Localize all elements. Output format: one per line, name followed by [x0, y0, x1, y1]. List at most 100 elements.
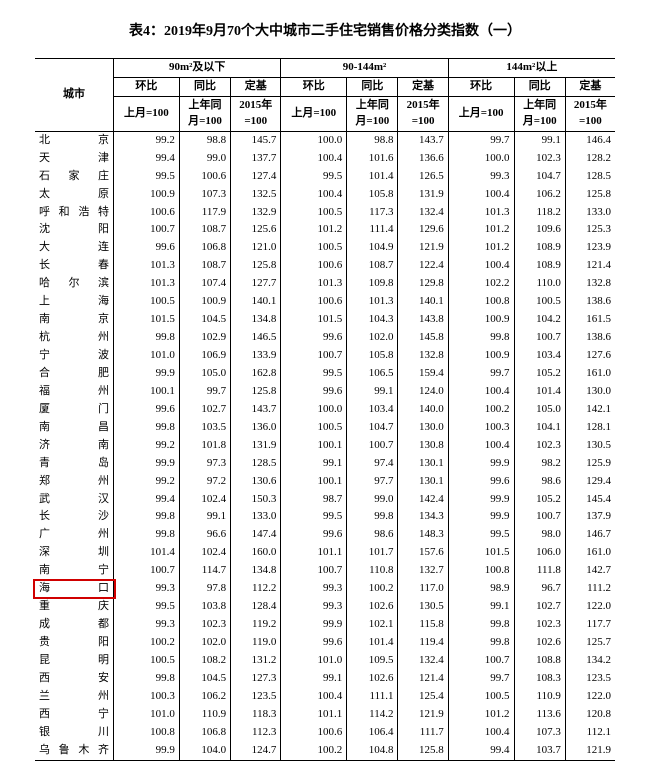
- value-cell: 99.5: [281, 168, 347, 186]
- value-cell: 98.8: [179, 131, 230, 149]
- value-cell: 99.5: [281, 508, 347, 526]
- value-cell: 104.8: [347, 742, 398, 760]
- value-cell: 106.2: [514, 186, 565, 204]
- table-row: 兰 州100.3106.2123.5100.4111.1125.4100.511…: [35, 688, 615, 706]
- value-cell: 101.3: [114, 257, 180, 275]
- value-cell: 99.5: [114, 168, 180, 186]
- value-cell: 100.5: [114, 652, 180, 670]
- value-cell: 96.7: [514, 580, 565, 598]
- value-cell: 100.0: [281, 131, 347, 149]
- value-cell: 99.4: [114, 491, 180, 509]
- hdr-yoy-1: 同比: [347, 77, 398, 96]
- value-cell: 104.2: [514, 311, 565, 329]
- value-cell: 132.4: [398, 204, 448, 222]
- value-cell: 99.3: [448, 168, 514, 186]
- hdr-mom-s-0: 上月=100: [114, 96, 180, 131]
- table-row: 银 川100.8106.8112.3100.6106.4111.7100.410…: [35, 724, 615, 742]
- value-cell: 100.9: [179, 293, 230, 311]
- table-row: 合 肥99.9105.0162.899.5106.5159.499.7105.2…: [35, 365, 615, 383]
- value-cell: 99.4: [114, 150, 180, 168]
- value-cell: 100.0: [281, 401, 347, 419]
- value-cell: 104.9: [347, 239, 398, 257]
- value-cell: 109.5: [347, 652, 398, 670]
- value-cell: 100.6: [281, 293, 347, 311]
- value-cell: 134.8: [231, 562, 281, 580]
- value-cell: 112.2: [231, 580, 281, 598]
- hdr-group-0: 90m²及以下: [114, 59, 281, 78]
- city-name: 南 昌: [35, 419, 114, 437]
- value-cell: 121.4: [565, 257, 615, 275]
- value-cell: 100.2: [114, 634, 180, 652]
- value-cell: 102.3: [514, 437, 565, 455]
- value-cell: 138.6: [565, 329, 615, 347]
- value-cell: 102.3: [514, 150, 565, 168]
- value-cell: 143.7: [398, 131, 448, 149]
- table-row: 广 州99.896.6147.499.698.6148.399.598.0146…: [35, 526, 615, 544]
- value-cell: 112.3: [231, 724, 281, 742]
- value-cell: 119.0: [231, 634, 281, 652]
- value-cell: 115.8: [398, 616, 448, 634]
- value-cell: 128.4: [231, 598, 281, 616]
- value-cell: 101.5: [281, 311, 347, 329]
- value-cell: 146.4: [565, 131, 615, 149]
- value-cell: 99.8: [114, 670, 180, 688]
- value-cell: 136.6: [398, 150, 448, 168]
- value-cell: 107.3: [179, 186, 230, 204]
- value-cell: 99.1: [448, 598, 514, 616]
- value-cell: 100.5: [514, 293, 565, 311]
- city-name: 长 春: [35, 257, 114, 275]
- value-cell: 106.5: [347, 365, 398, 383]
- value-cell: 102.7: [514, 598, 565, 616]
- table-row: 乌鲁木齐99.9104.0124.7100.2104.8125.899.4103…: [35, 742, 615, 760]
- value-cell: 143.7: [231, 401, 281, 419]
- value-cell: 142.4: [398, 491, 448, 509]
- city-name: 石 家 庄: [35, 168, 114, 186]
- value-cell: 161.0: [565, 544, 615, 562]
- value-cell: 111.8: [514, 562, 565, 580]
- value-cell: 101.5: [448, 544, 514, 562]
- value-cell: 162.8: [231, 365, 281, 383]
- value-cell: 125.8: [565, 186, 615, 204]
- city-name: 北 京: [35, 131, 114, 149]
- value-cell: 133.0: [231, 508, 281, 526]
- value-cell: 99.1: [347, 383, 398, 401]
- value-cell: 98.6: [347, 526, 398, 544]
- value-cell: 102.7: [179, 401, 230, 419]
- value-cell: 100.7: [514, 508, 565, 526]
- value-cell: 99.0: [179, 150, 230, 168]
- value-cell: 130.1: [398, 473, 448, 491]
- value-cell: 136.0: [231, 419, 281, 437]
- value-cell: 107.3: [514, 724, 565, 742]
- value-cell: 129.6: [398, 221, 448, 239]
- value-cell: 157.6: [398, 544, 448, 562]
- table-title: 表4：2019年9月70个大中城市二手住宅销售价格分类指数（一）: [35, 20, 615, 40]
- city-name: 杭 州: [35, 329, 114, 347]
- value-cell: 142.7: [565, 562, 615, 580]
- value-cell: 121.9: [398, 706, 448, 724]
- city-name: 海 口: [35, 580, 114, 598]
- city-name: 沈 阳: [35, 221, 114, 239]
- value-cell: 101.4: [347, 168, 398, 186]
- value-cell: 100.5: [114, 293, 180, 311]
- city-name: 乌鲁木齐: [35, 742, 114, 760]
- city-name: 广 州: [35, 526, 114, 544]
- value-cell: 101.8: [179, 437, 230, 455]
- value-cell: 100.4: [448, 724, 514, 742]
- value-cell: 99.6: [281, 526, 347, 544]
- value-cell: 105.2: [514, 365, 565, 383]
- value-cell: 102.0: [347, 329, 398, 347]
- value-cell: 134.2: [565, 652, 615, 670]
- value-cell: 99.9: [114, 365, 180, 383]
- value-cell: 100.7: [281, 562, 347, 580]
- value-cell: 145.8: [398, 329, 448, 347]
- value-cell: 137.9: [565, 508, 615, 526]
- value-cell: 129.8: [398, 275, 448, 293]
- value-cell: 98.9: [448, 580, 514, 598]
- value-cell: 101.4: [514, 383, 565, 401]
- value-cell: 110.0: [514, 275, 565, 293]
- value-cell: 99.2: [114, 131, 180, 149]
- value-cell: 101.1: [281, 706, 347, 724]
- hdr-mom-0: 环比: [114, 77, 180, 96]
- city-name: 重 庆: [35, 598, 114, 616]
- value-cell: 100.2: [448, 401, 514, 419]
